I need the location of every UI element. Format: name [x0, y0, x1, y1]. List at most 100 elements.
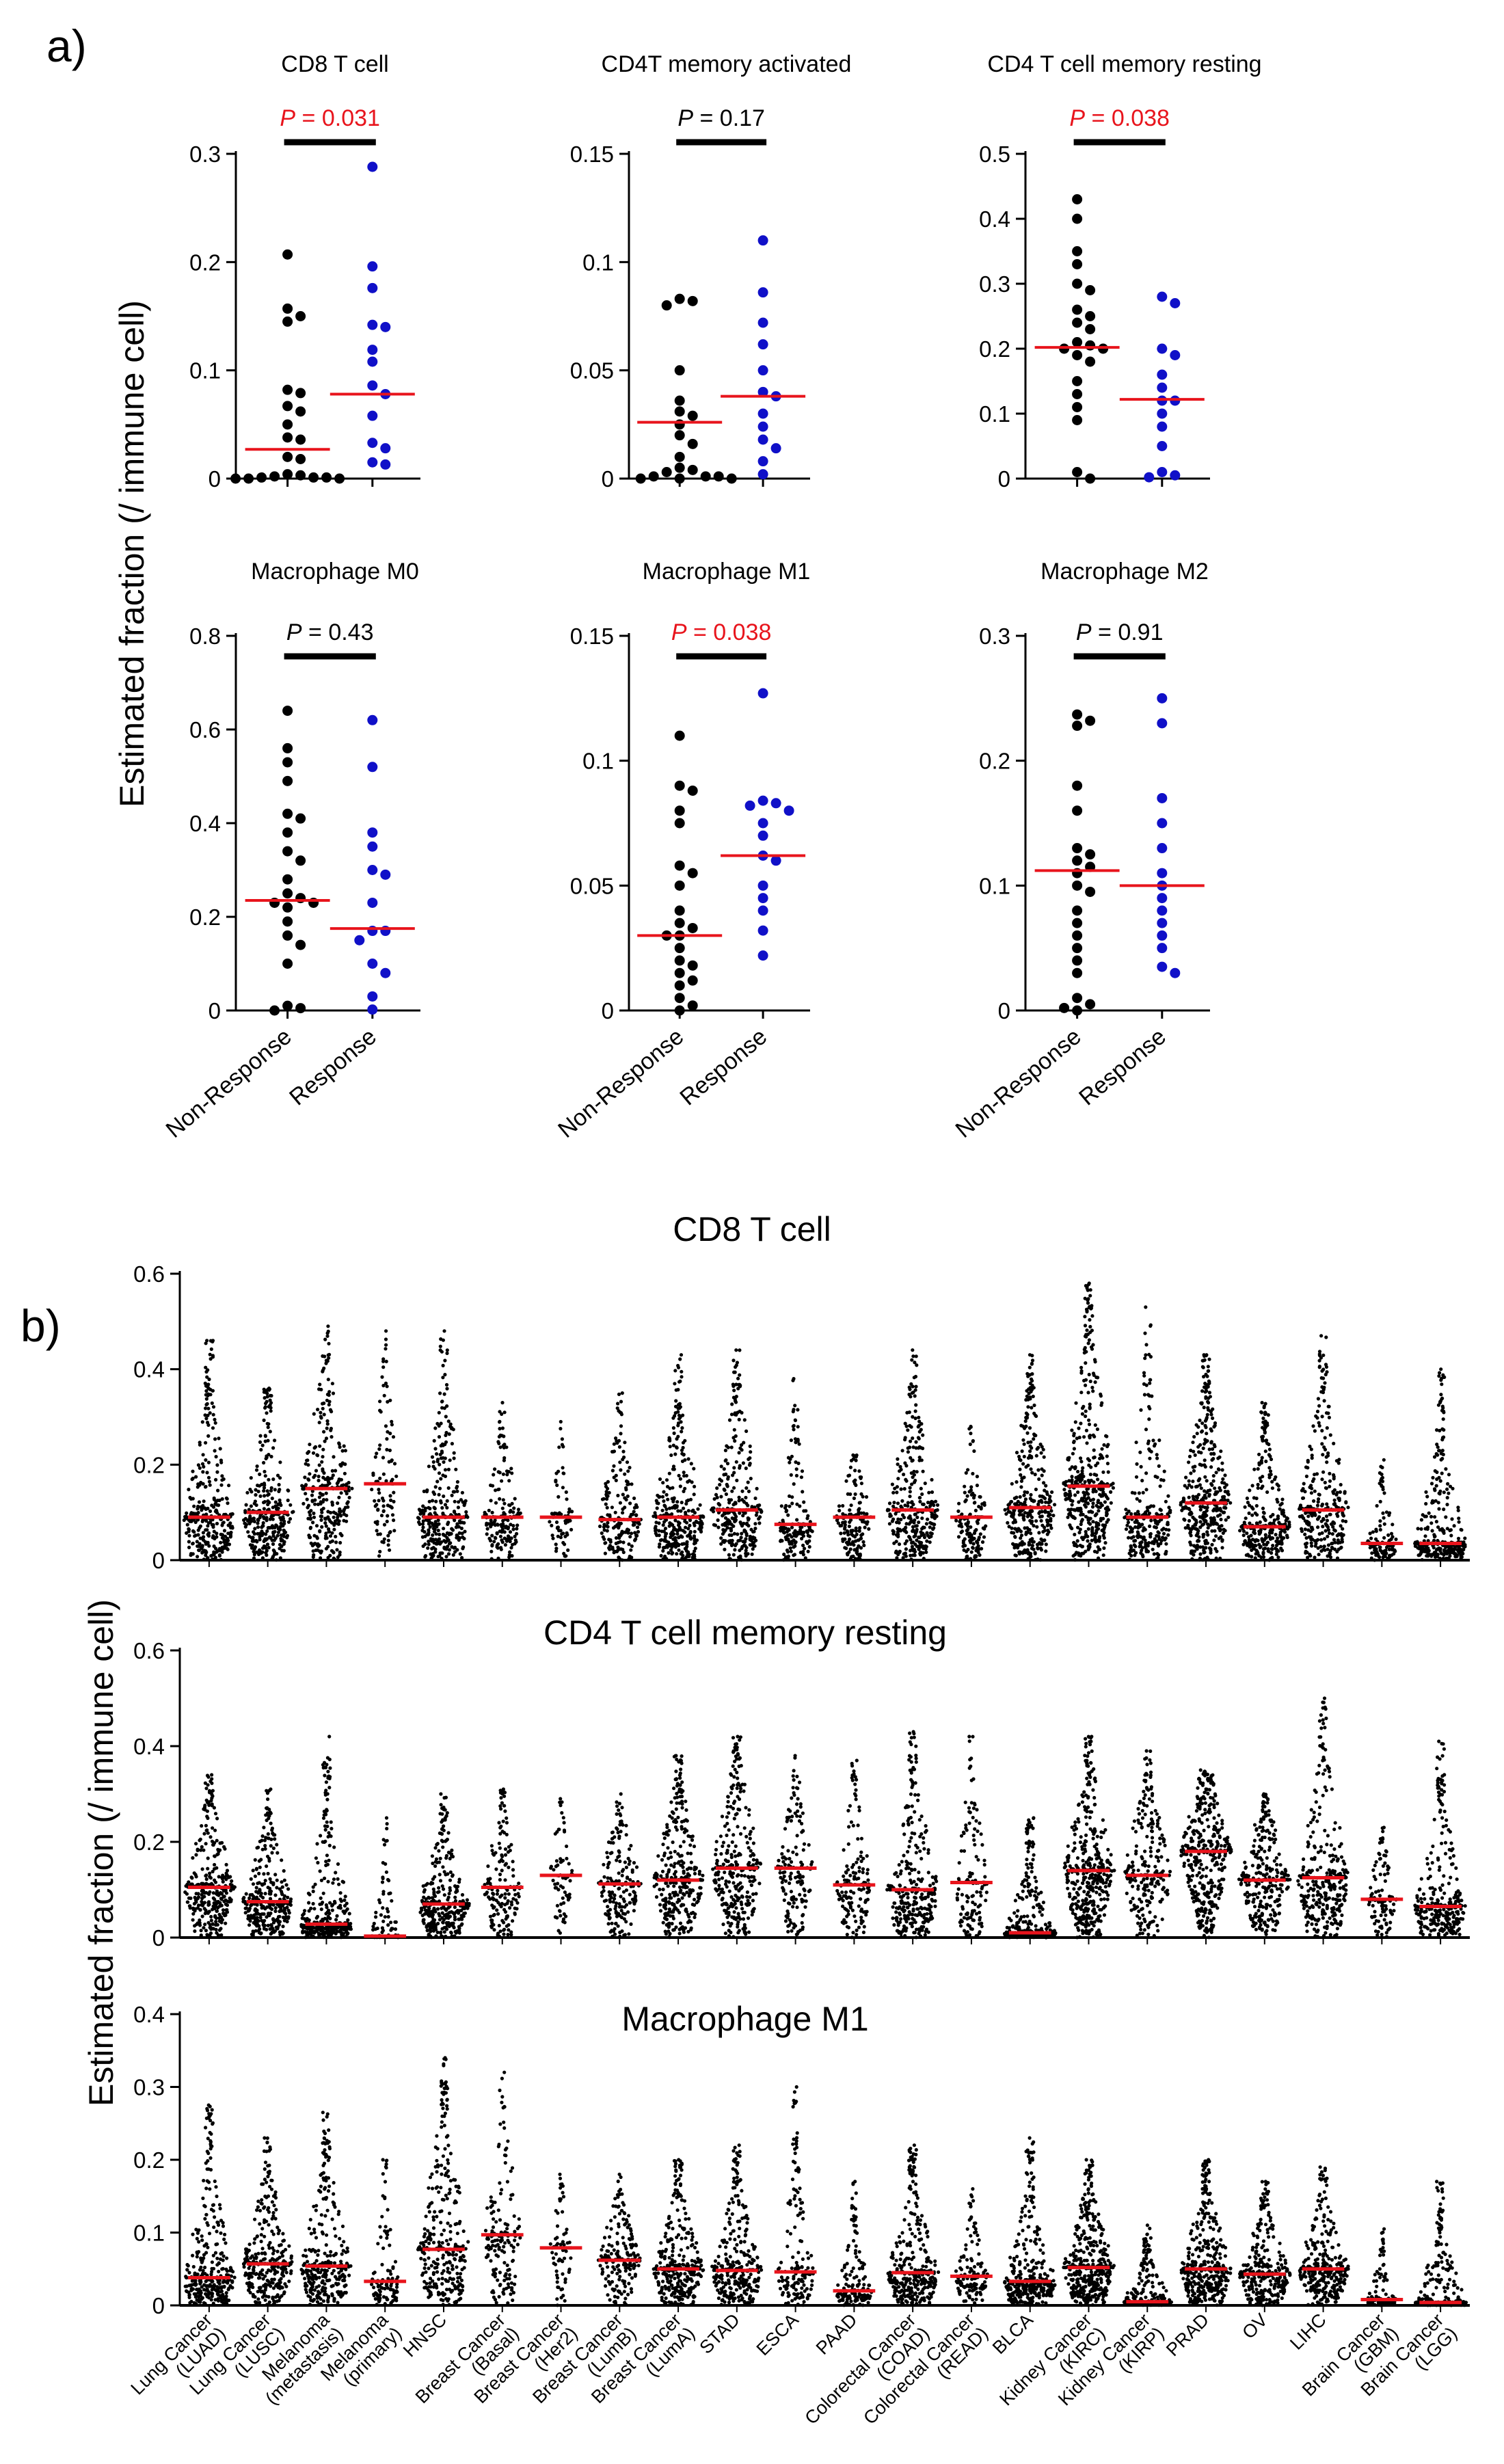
category-dots: [364, 1816, 407, 1940]
category-dots: [1179, 2158, 1233, 2307]
sample-points: [300, 1324, 354, 1562]
category-dots: [1123, 1749, 1172, 1938]
non-response-point: [1072, 709, 1083, 720]
category-dots: [833, 1758, 876, 1940]
sample-points: [652, 2158, 706, 2307]
sample-points: [299, 2111, 353, 2307]
non-response-point: [1072, 467, 1083, 477]
non-response-point: [295, 813, 306, 824]
response-point: [1157, 343, 1168, 354]
non-response-point: [282, 757, 293, 768]
response-point: [380, 321, 391, 332]
sample-points: [835, 2180, 874, 2307]
response-point: [1157, 441, 1168, 451]
non-response-point: [1072, 415, 1083, 425]
category-dots: [1413, 2180, 1468, 2307]
y-tick-label: 0.3: [979, 624, 1010, 649]
non-response-point: [1072, 278, 1083, 289]
non-response-point: [1072, 930, 1083, 941]
category-dots: [364, 2158, 407, 2307]
category-dots: [885, 1730, 939, 1940]
non-response-point: [295, 855, 306, 866]
non-response-point: [282, 874, 293, 885]
response-point: [757, 925, 768, 936]
category-label: HNSC: [399, 2309, 451, 2361]
sample-points: [416, 2056, 470, 2307]
response-point: [757, 421, 768, 432]
response-point: [1157, 868, 1168, 879]
category-dots: [1002, 1816, 1058, 1940]
response-point: [1157, 843, 1168, 854]
non-response-point: [1072, 337, 1083, 347]
response-point: [1157, 792, 1168, 803]
non-response-point: [674, 473, 685, 484]
non-response-point: [282, 384, 293, 395]
non-response-point: [1072, 376, 1083, 386]
non-response-point: [661, 300, 672, 311]
non-response-point: [687, 960, 698, 971]
category-dots: [1360, 1825, 1404, 1939]
sample-points: [1003, 2136, 1057, 2307]
category-label-line: Colorectal Cancer: [801, 2309, 919, 2428]
non-response-point: [635, 473, 646, 484]
non-response-point: [282, 401, 293, 412]
scatter-plot-3: CD4 T cell memory resting 0 0.1 0.2 0.3 0.4 0.…: [979, 51, 1261, 492]
sample-points: [183, 2103, 237, 2306]
sample-points: [369, 1816, 401, 1940]
non-response-point: [1085, 849, 1096, 860]
response-point: [757, 434, 768, 445]
non-response-point: [1085, 999, 1096, 1010]
non-response-point: [687, 1000, 698, 1011]
sample-points: [710, 1348, 764, 1562]
sample-points: [370, 2158, 400, 2307]
non-response-point: [674, 955, 685, 966]
category-dots: [300, 1324, 354, 1562]
y-tick-label: 0.2: [133, 2147, 165, 2173]
sample-points: [1122, 2223, 1174, 2307]
response-point: [757, 408, 768, 419]
category-dots: [950, 1424, 993, 1562]
response-point: [367, 356, 378, 367]
category-dots: [596, 2172, 642, 2307]
category-dots: [416, 1329, 470, 1561]
non-response-point: [674, 905, 685, 916]
y-tick-label: 0.1: [979, 873, 1010, 898]
sample-points: [1413, 1367, 1467, 1562]
sample-points: [1366, 2227, 1398, 2307]
sample-points: [834, 1758, 872, 1940]
panel-a-ylabel: Estimated fraction (/ immune cell): [113, 300, 151, 807]
category-dots: [182, 1339, 234, 1562]
non-response-point: [674, 430, 685, 441]
y-tick-label: 0.15: [570, 142, 614, 167]
non-response-point: [1085, 324, 1096, 334]
non-response-point: [282, 451, 293, 462]
response-point: [367, 457, 378, 468]
non-response-point: [687, 295, 698, 306]
category-dots: [1123, 1305, 1172, 1562]
category-dots: [1062, 2158, 1116, 2307]
sample-points: [1179, 2158, 1233, 2307]
sample-points: [1062, 1281, 1116, 1562]
response-point: [1157, 918, 1168, 928]
non-response-point: [1072, 213, 1083, 224]
non-response-point: [1085, 340, 1096, 351]
response-point: [757, 456, 768, 467]
p-value: = 0.17: [693, 105, 765, 131]
category-dots: [416, 2056, 470, 2307]
sample-points: [652, 1353, 706, 1562]
response-point: [1170, 967, 1181, 978]
y-tick-label: 0.8: [189, 624, 221, 649]
sample-points: [652, 1754, 705, 1940]
y-tick-label: 0: [152, 1548, 165, 1573]
response-point: [770, 855, 781, 866]
sample-points: [597, 1792, 643, 1939]
response-point: [757, 317, 768, 328]
non-response-point: [687, 786, 698, 796]
response-point: [757, 469, 768, 480]
scatter-plot-2: CD4T memory activated 0 0.05 0.1 0.15 P = 0.1…: [570, 51, 852, 492]
sample-points: [1365, 1458, 1398, 1562]
category-dots: [1062, 1281, 1116, 1562]
y-tick-label: 0: [152, 1925, 165, 1951]
group-label: Non-Response: [951, 1023, 1086, 1143]
